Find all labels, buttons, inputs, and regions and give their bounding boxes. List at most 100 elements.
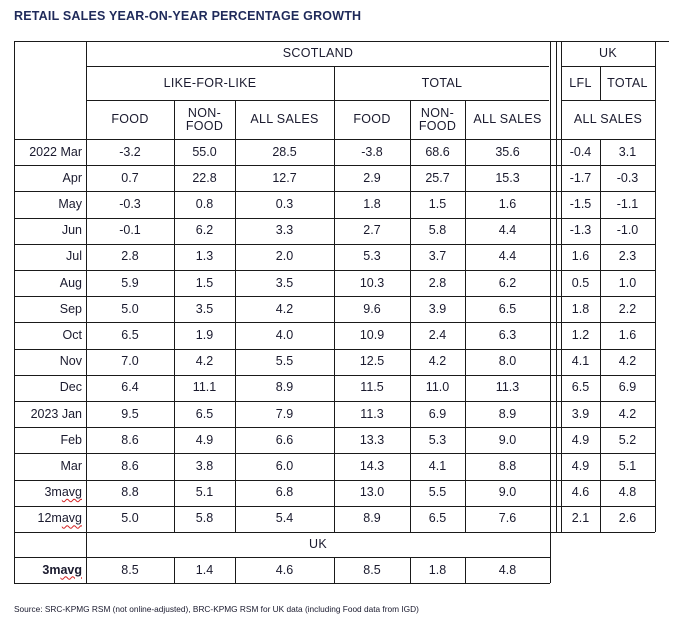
table-cell: 15.3 [495, 170, 520, 185]
table-cell: 12.5 [359, 354, 385, 369]
header-rule-2-uk [561, 100, 655, 101]
uk-row-cell: 8.5 [121, 562, 139, 577]
row-label: Apr [62, 170, 82, 185]
table-cell: 5.4 [275, 511, 294, 526]
row-label: May [58, 196, 82, 211]
table-top-rule [14, 41, 655, 42]
table-cell: -1.1 [616, 196, 639, 211]
header-lfl-non-food: NON- FOOD [185, 105, 224, 133]
table-cell: 5.3 [428, 432, 447, 447]
table-cell: 1.8 [363, 196, 381, 211]
table-cell: -0.3 [616, 170, 639, 185]
table-cell: 5.1 [618, 458, 637, 473]
row-label: Sep [59, 301, 82, 316]
table-cell: 5.3 [363, 249, 381, 264]
table-cell: 8.8 [498, 458, 517, 473]
table-cell: -0.4 [569, 144, 592, 159]
header-uk-all-sales: ALL SALES [573, 112, 643, 126]
table-cell: 3.5 [275, 275, 294, 290]
table-cell: 6.9 [618, 380, 637, 395]
table-cell: -3.2 [119, 144, 141, 159]
table-cell: 5.5 [275, 354, 294, 369]
row-label: Jun [61, 223, 82, 238]
table-cell: 8.8 [121, 485, 139, 500]
table-cell: 6.9 [428, 406, 447, 421]
table-cell: 1.6 [571, 249, 590, 264]
table-cell: -1.3 [569, 223, 592, 238]
header-total: TOTAL [421, 75, 463, 90]
col-rule [465, 100, 466, 532]
row-label: 2022 Mar [29, 144, 82, 159]
table-cell: 4.2 [428, 354, 447, 369]
table-cell: 6.5 [428, 511, 447, 526]
uk-row-cell: 4.6 [275, 562, 294, 577]
scotland-right-rule [550, 41, 551, 583]
table-cell: 5.0 [121, 511, 139, 526]
header-rule-1 [86, 66, 549, 67]
table-cell: 0.3 [275, 196, 294, 211]
table-cell: 4.0 [275, 327, 294, 342]
uk-row-col-rule [465, 557, 466, 583]
table-cell: 22.8 [192, 170, 217, 185]
col-rule [410, 100, 411, 532]
table-cell: 6.6 [275, 432, 294, 447]
table-cell: 2.1 [571, 511, 590, 526]
table-cell: 3.9 [428, 301, 447, 316]
table-cell: 4.4 [498, 249, 517, 264]
table-cell: 7.9 [275, 406, 294, 421]
table-cell: 5.1 [195, 485, 214, 500]
header-total-non-food: NON- FOOD [418, 105, 457, 133]
table-cell: 3.8 [195, 458, 214, 473]
table-cell: 11.1 [192, 380, 217, 395]
table-cell: 2.8 [121, 249, 139, 264]
table-cell: -1.5 [569, 196, 592, 211]
header-like-for-like: LIKE-FOR-LIKE [163, 75, 257, 90]
table-cell: 2.0 [275, 249, 294, 264]
table-cell: 3.3 [275, 223, 294, 238]
table-cell: 10.9 [359, 327, 385, 342]
table-cell: 0.8 [195, 196, 214, 211]
table-cell: 6.8 [275, 485, 294, 500]
header-lfl-all-sales: ALL SALES [250, 112, 319, 126]
row-label: Aug [59, 275, 82, 290]
table-cell: 11.3 [495, 380, 520, 395]
table-cell: 5.8 [428, 223, 447, 238]
table-cell: -3.8 [361, 144, 383, 159]
retail-sales-table: SCOTLAND UK LIKE-FOR-LIKE TOTAL LFL TOTAL FOOD… [14, 41, 669, 584]
row-label: Jul [66, 249, 82, 264]
table-cell: 55.0 [192, 144, 217, 159]
row-label: Dec [59, 380, 82, 395]
table-cell: 4.9 [571, 432, 590, 447]
table-cell: 35.6 [495, 144, 520, 159]
table-cell: 3.1 [618, 144, 637, 159]
table-cell: 7.0 [121, 354, 139, 369]
uk-row-cell: 1.8 [428, 562, 447, 577]
table-cell: 0.7 [121, 170, 139, 185]
uk-row-label: 3m avg [42, 562, 82, 577]
table-cell: 8.6 [121, 458, 139, 473]
table-cell: 2.9 [363, 170, 381, 185]
table-cell: 3.9 [571, 406, 590, 421]
table-cell: 1.2 [571, 327, 590, 342]
table-cell: 6.4 [121, 380, 139, 395]
table-cell: 4.2 [275, 301, 294, 316]
table-cell: 6.5 [571, 380, 590, 395]
table-cell: 6.5 [121, 327, 139, 342]
table-cell: 6.0 [275, 458, 294, 473]
left-border [14, 41, 15, 583]
header-uk-lfl: LFL [569, 75, 592, 90]
uk-left-rule [561, 41, 562, 532]
table-cell: -1.7 [569, 170, 592, 185]
table-cell: 6.5 [195, 406, 214, 421]
label-column-rule [86, 41, 87, 583]
table-cell: 4.1 [571, 354, 590, 369]
table-cell: 8.0 [498, 354, 517, 369]
table-cell: 5.5 [428, 485, 447, 500]
table-cell: 4.2 [618, 354, 637, 369]
table-cell: 4.1 [428, 458, 447, 473]
table-cell: 6.2 [498, 275, 517, 290]
header-total-all-sales: ALL SALES [473, 112, 542, 126]
table-cell: 14.3 [359, 458, 385, 473]
table-cell: 4.4 [498, 223, 517, 238]
table-cell: 1.9 [195, 327, 214, 342]
